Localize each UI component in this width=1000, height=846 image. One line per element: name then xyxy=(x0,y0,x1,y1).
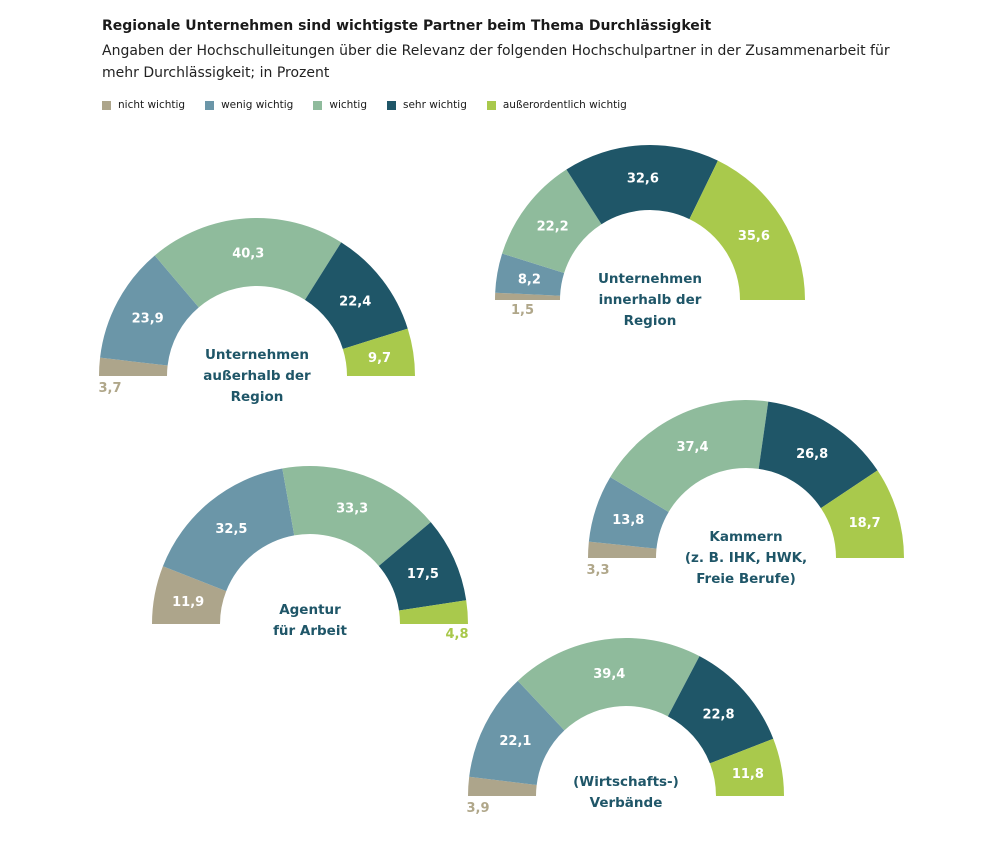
segment-wenig-wichtig xyxy=(588,477,669,549)
segment-wenig-wichtig xyxy=(162,468,295,592)
legend-item-ausserordentlich-wichtig: außerordentlich wichtig xyxy=(486,99,627,111)
chart-center-title: außerhalb der xyxy=(203,368,311,384)
chart-center-title: Region xyxy=(624,313,677,329)
value-label: 8,2 xyxy=(518,273,541,288)
semi-donut-1: 1,5 8,2 22,2 32,6 35,6 Unternehmen innerhalb d… xyxy=(495,145,805,329)
value-label: 33,3 xyxy=(336,501,368,516)
value-label: 3,3 xyxy=(586,563,609,578)
segment-wenig-wichtig xyxy=(469,680,565,786)
segment-wichtig xyxy=(154,218,342,308)
segment-wenig-wichtig xyxy=(100,255,199,366)
legend-item-nicht-wichtig: nicht wichtig xyxy=(102,99,185,111)
chart-subtitle: Angaben der Hochschulleitungen über die … xyxy=(102,43,890,81)
value-label: 3,7 xyxy=(98,381,121,396)
chart-center-title: Freie Berufe) xyxy=(696,571,796,587)
value-label: 26,8 xyxy=(796,447,828,462)
segment-außerordentlich-wichtig xyxy=(398,600,468,624)
segment-wichtig xyxy=(517,638,700,731)
chart-center-title: Kammern xyxy=(709,529,782,545)
value-label: 23,9 xyxy=(132,311,164,326)
legend: nicht wichtig wenig wichtig wichtig sehr… xyxy=(102,99,647,111)
legend-swatch xyxy=(313,100,323,110)
semi-donut-2: 3,7 23,9 40,3 22,4 9,7 Unternehmen außerhalb d… xyxy=(98,218,416,405)
value-label: 1,5 xyxy=(511,303,534,318)
legend-item-wenig-wichtig: wenig wichtig xyxy=(205,99,293,111)
segment-wichtig xyxy=(610,400,769,512)
segment-sehr-wichtig xyxy=(304,242,408,349)
segment-wichtig xyxy=(282,465,431,566)
value-label: 22,4 xyxy=(339,294,371,309)
segment-wichtig xyxy=(502,169,602,274)
legend-swatch xyxy=(102,100,111,110)
semi-donut-5: 3,9 22,1 39,4 22,8 11,8 (Wirtschafts-) Verbänd… xyxy=(466,638,784,816)
semi-donut-3: 3,3 13,8 37,4 26,8 18,7 Kammern (z. B. IHK, HW… xyxy=(586,400,904,587)
value-label: 35,6 xyxy=(738,229,770,244)
value-label: 3,9 xyxy=(466,801,489,816)
legend-label: wichtig xyxy=(329,99,367,111)
legend-swatch xyxy=(387,100,396,110)
value-label: 37,4 xyxy=(676,440,708,455)
segment-außerordentlich-wichtig xyxy=(709,738,784,796)
segment-außerordentlich-wichtig xyxy=(689,160,805,300)
value-label: 11,9 xyxy=(172,595,204,610)
legend-label: außerordentlich wichtig xyxy=(502,99,627,111)
value-label: 13,8 xyxy=(612,513,644,528)
value-label: 18,7 xyxy=(849,516,881,531)
chart-center-title: Verbände xyxy=(590,795,663,811)
segment-nicht-wichtig xyxy=(152,566,227,624)
value-label: 17,5 xyxy=(407,567,439,582)
chart-center-title: für Arbeit xyxy=(273,623,347,639)
value-label: 4,8 xyxy=(445,627,468,642)
segment-sehr-wichtig xyxy=(566,145,718,225)
segment-wenig-wichtig xyxy=(495,253,565,296)
segment-sehr-wichtig xyxy=(667,656,774,764)
semi-donut-4: 11,9 32,5 33,3 17,5 4,8 Agentur für Arbeit xyxy=(152,465,469,642)
segment-außerordentlich-wichtig xyxy=(342,328,416,376)
chart-center-title: innerhalb der xyxy=(599,292,702,308)
value-label: 32,6 xyxy=(627,172,659,187)
value-label: 32,5 xyxy=(215,522,247,537)
value-label: 22,2 xyxy=(537,220,569,235)
value-label: 40,3 xyxy=(232,246,264,261)
value-label: 9,7 xyxy=(368,351,391,366)
legend-label: wenig wichtig xyxy=(221,99,294,111)
chart-center-title: Unternehmen xyxy=(598,271,702,287)
segment-sehr-wichtig xyxy=(378,522,467,611)
chart-center-title: (Wirtschafts-) xyxy=(573,774,679,790)
chart-title: Regionale Unternehmen sind wichtigste Pa… xyxy=(102,18,712,34)
segment-sehr-wichtig xyxy=(758,401,878,509)
chart-center-title: (z. B. IHK, HWK, xyxy=(685,550,807,566)
legend-item-sehr-wichtig: sehr wichtig xyxy=(387,99,467,111)
legend-swatch xyxy=(486,100,496,110)
segment-nicht-wichtig xyxy=(468,776,537,796)
value-label: 11,8 xyxy=(732,767,764,782)
value-label: 39,4 xyxy=(593,667,625,682)
legend-label: nicht wichtig xyxy=(118,99,186,111)
legend-swatch xyxy=(205,100,215,110)
chart-center-title: Unternehmen xyxy=(205,347,309,363)
segment-nicht-wichtig xyxy=(588,541,657,558)
legend-item-wichtig: wichtig xyxy=(313,99,367,111)
segment-nicht-wichtig xyxy=(99,357,168,376)
legend-label: sehr wichtig xyxy=(403,99,467,111)
value-label: 22,1 xyxy=(499,734,531,749)
segment-nicht-wichtig xyxy=(495,292,561,300)
chart-center-title: Agentur xyxy=(279,602,341,618)
value-label: 22,8 xyxy=(702,707,734,722)
segment-außerordentlich-wichtig xyxy=(820,470,904,558)
chart-center-title: Region xyxy=(231,389,284,405)
